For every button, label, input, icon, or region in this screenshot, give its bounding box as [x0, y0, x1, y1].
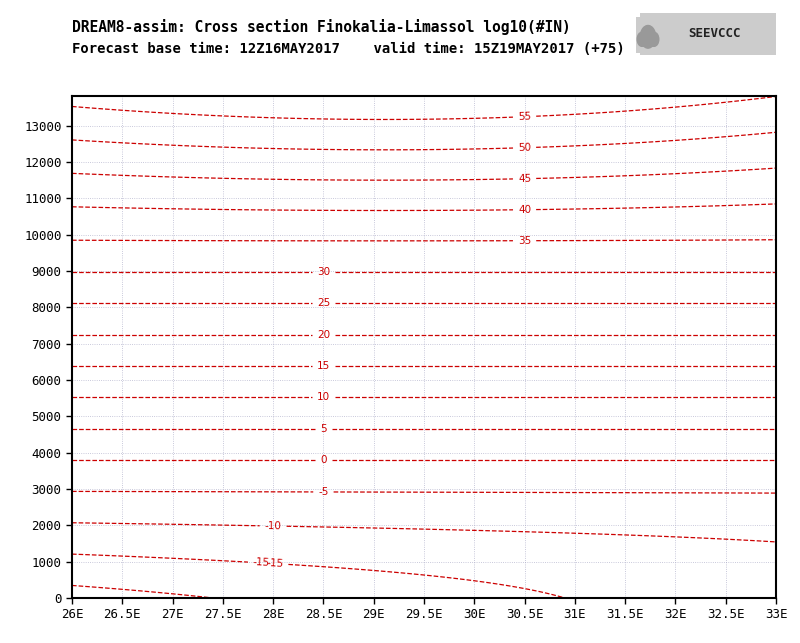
Text: -15: -15 — [266, 558, 284, 569]
Text: 0: 0 — [320, 455, 326, 465]
Text: 40: 40 — [518, 204, 531, 215]
Circle shape — [640, 26, 656, 48]
Text: 30: 30 — [317, 267, 330, 277]
Text: 45: 45 — [518, 174, 531, 184]
Text: 25: 25 — [317, 298, 330, 309]
Text: DREAM8-assim: Cross section Finokalia-Limassol log10(#IN): DREAM8-assim: Cross section Finokalia-Li… — [72, 19, 570, 35]
Text: 15: 15 — [317, 361, 330, 371]
Text: 5: 5 — [320, 424, 326, 434]
Text: 35: 35 — [518, 236, 531, 246]
Text: -10: -10 — [265, 521, 282, 531]
Text: -15: -15 — [253, 557, 270, 568]
Text: 10: 10 — [317, 392, 330, 403]
Text: Forecast base time: 12Z16MAY2017    valid time: 15Z19MAY2017 (+75): Forecast base time: 12Z16MAY2017 valid t… — [72, 42, 625, 56]
Text: 55: 55 — [518, 111, 531, 122]
Circle shape — [638, 32, 646, 46]
Text: 50: 50 — [518, 143, 531, 153]
Circle shape — [650, 32, 659, 46]
Text: -5: -5 — [318, 487, 329, 497]
Text: 20: 20 — [317, 330, 330, 340]
Text: SEEVCCC: SEEVCCC — [689, 27, 741, 41]
